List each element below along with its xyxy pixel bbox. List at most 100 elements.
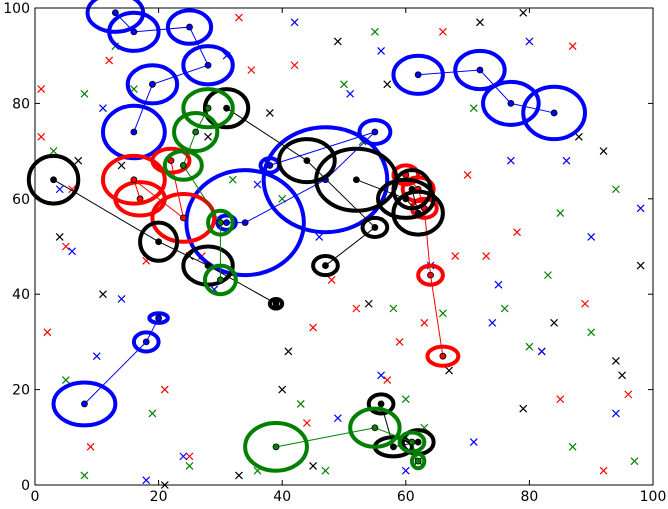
cross-marker (624, 390, 633, 399)
cross-marker (253, 180, 262, 189)
cross-marker (302, 419, 311, 427)
cross-marker (476, 18, 484, 27)
cross-marker (438, 27, 447, 36)
cross-marker (117, 295, 126, 303)
cross-marker (599, 466, 608, 475)
track-point (241, 219, 249, 227)
track-point (266, 162, 274, 169)
track-point (272, 443, 280, 451)
uncertainty-ellipse (162, 149, 204, 182)
cross-marker (235, 471, 243, 480)
cross-marker (179, 452, 188, 461)
cross-marker (309, 323, 318, 332)
uncertainty-ellipse (397, 430, 427, 454)
cross-marker (265, 109, 274, 117)
cross-marker (352, 304, 361, 313)
track-point (408, 185, 416, 193)
cross-marker (519, 404, 528, 413)
uncertainty-ellipse (150, 146, 192, 175)
cross-marker (519, 8, 528, 17)
cross-marker (309, 461, 318, 470)
cross-marker (611, 357, 620, 365)
cross-marker (562, 156, 571, 165)
track-point (371, 224, 379, 231)
uncertainty-ellipse (181, 44, 235, 87)
cross-marker (544, 271, 552, 280)
track-point (155, 238, 163, 246)
cross-marker (55, 233, 64, 241)
cross-marker (142, 476, 151, 485)
uncertainty-ellipse (172, 110, 220, 154)
track-point (130, 28, 138, 36)
cross-marker (99, 290, 107, 299)
track-point (322, 262, 329, 269)
cross-marker (401, 466, 410, 475)
uncertainty-ellipse (391, 53, 445, 96)
cross-marker (61, 376, 70, 384)
track-point (192, 128, 200, 136)
cross-marker (296, 399, 305, 408)
track-point (111, 9, 119, 17)
track-point (179, 214, 187, 222)
cross-marker (86, 442, 95, 451)
cross-marker (383, 80, 392, 89)
cross-marker (513, 228, 521, 237)
axes-frame (34, 7, 654, 486)
cross-marker (43, 328, 52, 337)
cross-marker (340, 80, 348, 89)
cross-marker (204, 132, 212, 141)
track-point (204, 61, 212, 69)
cross-marker (377, 371, 386, 380)
cross-marker (346, 89, 355, 98)
cross-marker (228, 175, 237, 184)
track-point (204, 104, 212, 112)
uncertainty-ellipse (107, 10, 161, 53)
cross-marker (463, 171, 472, 179)
track-point (377, 400, 385, 408)
cross-marker (525, 37, 534, 46)
cross-marker (37, 132, 46, 141)
cross-marker (290, 18, 299, 27)
track-point (155, 314, 163, 322)
cross-marker (445, 366, 453, 375)
uncertainty-ellipse (100, 153, 167, 206)
cross-marker (333, 414, 342, 423)
plot-area (26, 0, 645, 489)
uncertainty-ellipse (131, 330, 161, 354)
x-tick-label: 100 (640, 489, 667, 505)
uncertainty-ellipse (184, 168, 306, 278)
cross-marker (383, 376, 392, 384)
uncertainty-ellipse (391, 168, 433, 211)
track-point (216, 276, 224, 284)
cross-marker (364, 299, 373, 308)
cross-marker (482, 252, 491, 260)
track-point (149, 80, 156, 88)
cross-marker (327, 275, 336, 284)
cross-marker (550, 318, 559, 327)
uncertainty-ellipse (261, 125, 390, 235)
cross-marker (395, 337, 404, 346)
cross-marker (235, 13, 243, 22)
track-point (272, 300, 280, 308)
cross-marker (469, 438, 478, 446)
uncertainty-ellipse (366, 392, 396, 416)
cross-marker (284, 347, 293, 356)
uncertainty-ellipse (206, 208, 235, 237)
cross-marker (568, 442, 577, 451)
cross-marker (488, 318, 497, 327)
track-point (179, 162, 187, 169)
y-tick-label: 60 (12, 192, 30, 208)
cross-marker (80, 89, 89, 98)
uncertainty-ellipse (181, 87, 235, 130)
cross-marker (333, 37, 342, 46)
cross-marker (568, 42, 577, 51)
track-line (226, 107, 376, 266)
cross-marker (247, 66, 256, 74)
cross-marker (494, 280, 503, 289)
track-point (50, 176, 57, 184)
cross-marker (55, 185, 64, 194)
track-line (132, 160, 185, 220)
uncertainty-ellipse (416, 263, 445, 287)
